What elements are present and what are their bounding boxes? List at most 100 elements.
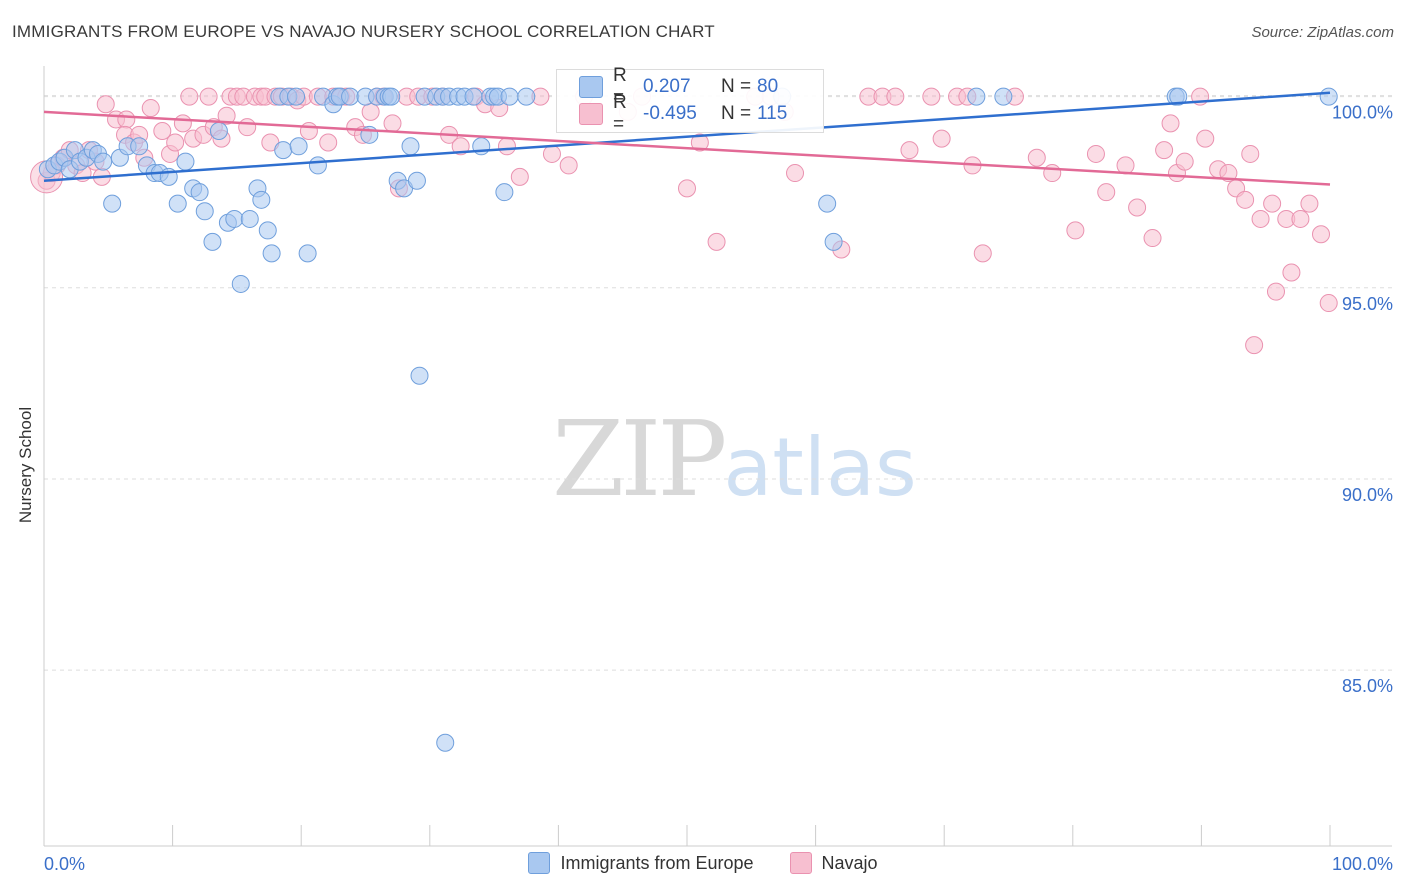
navajo-point	[117, 110, 136, 129]
navajo-point	[678, 179, 696, 198]
legend-swatch-europe	[528, 852, 551, 874]
navajo-point	[173, 114, 192, 133]
navajo-point	[238, 118, 257, 137]
europe-point	[103, 194, 122, 213]
x-tick-label: 0.0%	[44, 854, 85, 874]
trend-lines	[43, 91, 1331, 186]
watermark: ZIPatlas	[552, 398, 917, 520]
chart-title: IMMIGRANTS FROM EUROPE VS NAVAJO NURSERY…	[12, 22, 715, 41]
y-tick-label: 100.0%	[1332, 103, 1393, 123]
navajo-trend-line	[43, 110, 1331, 186]
europe-point	[308, 156, 327, 175]
navajo-point	[922, 87, 941, 106]
navajo-point	[1196, 129, 1215, 148]
navajo-point	[383, 114, 402, 133]
europe-point	[341, 87, 360, 106]
legend-label-navajo: Navajo	[821, 852, 878, 873]
europe-point	[130, 137, 149, 156]
europe-point	[231, 274, 250, 293]
stats-swatch-navajo	[579, 103, 603, 125]
legend-label-europe: Immigrants from Europe	[560, 852, 754, 873]
source-label: Source: ZipAtlas.com	[1251, 24, 1394, 41]
europe-point	[225, 209, 244, 228]
navajo-point	[451, 137, 470, 156]
x-tick-label: 100.0%	[1332, 854, 1393, 874]
watermark-atlas: atlas	[723, 421, 917, 514]
navajo-point	[199, 87, 218, 106]
navajo-point	[1263, 194, 1282, 213]
navajo-point	[510, 167, 529, 186]
europe-point	[209, 122, 228, 140]
europe-point	[203, 232, 222, 251]
navajo-point	[217, 106, 236, 125]
navajo-point	[141, 99, 160, 118]
europe-point	[190, 183, 209, 202]
navajo-point	[1266, 282, 1285, 301]
navajo-point	[1066, 221, 1085, 240]
r-label: R =	[613, 65, 627, 108]
navajo-point	[1291, 209, 1310, 228]
europe-point	[262, 244, 281, 263]
navajo-point	[166, 133, 185, 152]
y-tick-label: 85.0%	[1342, 676, 1393, 696]
stats-row-europe: R = 0.207 N = 80	[579, 65, 779, 108]
navajo-point	[1282, 263, 1301, 282]
navajo-point	[886, 87, 905, 106]
navajo-point	[1175, 152, 1194, 171]
europe-point	[274, 141, 293, 160]
n-value: 115	[757, 103, 788, 124]
navajo-point	[1236, 190, 1255, 209]
navajo-point	[1241, 144, 1260, 163]
europe-point	[464, 87, 483, 106]
europe-point	[176, 152, 195, 171]
navajo-point	[690, 133, 709, 152]
europe-point	[824, 232, 843, 251]
europe-point	[818, 194, 837, 213]
navajo-point	[542, 144, 561, 163]
n-value: 80	[757, 76, 779, 97]
europe-point	[500, 87, 519, 106]
r-value: -0.495	[643, 103, 697, 124]
europe-point	[289, 137, 308, 156]
navajo-point	[1143, 229, 1162, 248]
navajo-point	[153, 122, 172, 140]
europe-point	[168, 194, 187, 213]
europe-point	[994, 87, 1013, 106]
navajo-point	[1116, 156, 1135, 175]
navajo-point	[299, 122, 318, 140]
gridlines	[44, 95, 1392, 671]
axes	[43, 66, 1392, 847]
navajo-point	[361, 102, 380, 121]
navajo-point	[1311, 225, 1330, 244]
navajo-point	[786, 164, 805, 183]
stats-box: R = 0.207 N = 80 R = -0.495 N = 115	[556, 65, 824, 135]
navajo-point	[1155, 141, 1174, 160]
stats-swatch-europe	[579, 76, 603, 98]
r-label: R =	[613, 92, 627, 135]
navajo-point	[319, 133, 338, 152]
r-value: 0.207	[643, 76, 691, 97]
legend-item-europe[interactable]: Immigrants from Europe	[528, 852, 754, 874]
europe-point	[240, 209, 259, 228]
europe-point	[1169, 87, 1188, 106]
europe-point	[258, 221, 277, 240]
europe-point	[382, 87, 401, 106]
europe-point	[967, 87, 986, 106]
navajo-point	[1251, 209, 1270, 228]
navajo-point	[1300, 194, 1319, 213]
y-tick-label: 95.0%	[1342, 294, 1393, 314]
navajo-point	[180, 87, 199, 106]
watermark-zip: ZIP	[552, 398, 727, 520]
europe-point	[252, 190, 271, 209]
n-label: N =	[721, 103, 752, 124]
n-label: N =	[721, 76, 752, 97]
legend-item-navajo[interactable]: Navajo	[789, 852, 878, 874]
navajo-point	[1128, 198, 1147, 217]
navajo-point	[1097, 183, 1116, 202]
stats-row-navajo: R = -0.495 N = 115	[579, 92, 788, 135]
navajo-point	[900, 141, 919, 160]
navajo-point	[1086, 144, 1105, 163]
europe-point	[410, 366, 429, 385]
europe-point	[298, 244, 317, 263]
europe-point	[495, 183, 514, 202]
